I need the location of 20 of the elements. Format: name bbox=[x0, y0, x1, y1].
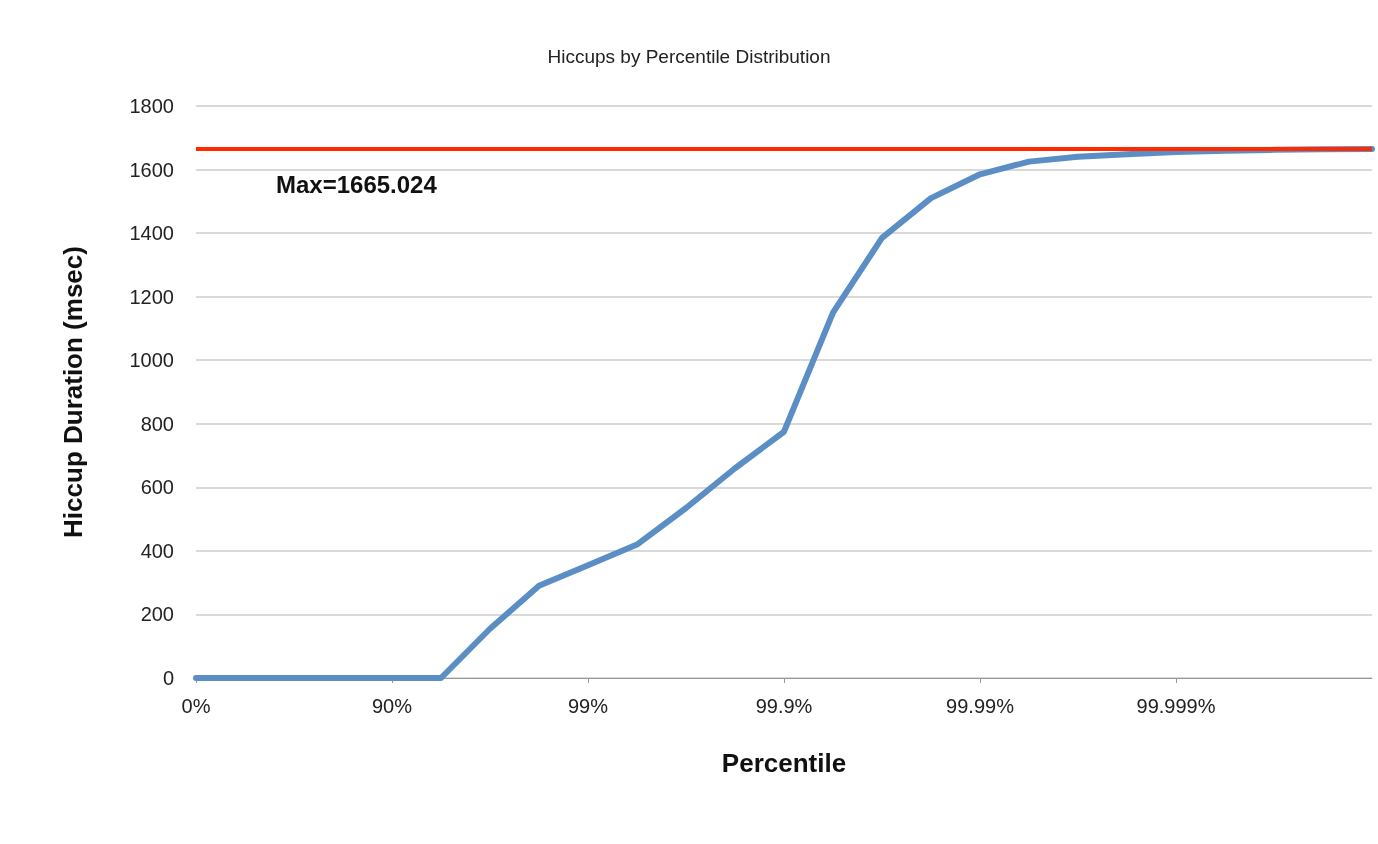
y-tick-label: 600 bbox=[140, 476, 174, 499]
x-tick-label: 99.999% bbox=[1136, 695, 1216, 717]
y-tick-label: 0 bbox=[162, 667, 174, 689]
y-axis-title: Hiccup Duration (msec) bbox=[58, 246, 88, 538]
x-tick-label: 0% bbox=[181, 695, 211, 717]
y-tick-label: 1800 bbox=[129, 95, 174, 117]
y-tick-label: 400 bbox=[140, 539, 174, 562]
x-tick-label: 90% bbox=[371, 695, 413, 717]
y-tick-label: 1400 bbox=[129, 222, 174, 245]
x-tick-label: 99.9% bbox=[755, 695, 813, 717]
y-tick-label: 1000 bbox=[129, 349, 174, 372]
y-tick-label: 1600 bbox=[129, 158, 174, 181]
x-tick-label: 99.99% bbox=[946, 695, 1015, 717]
y-tick-label: 800 bbox=[140, 412, 174, 435]
chart-title: Hiccups by Percentile Distribution bbox=[547, 46, 831, 67]
x-tick-label: 99% bbox=[567, 695, 609, 717]
y-tick-label: 200 bbox=[140, 603, 174, 626]
y-tick-label: 1200 bbox=[129, 285, 174, 308]
x-axis-title: Percentile bbox=[721, 748, 847, 778]
ref-line-label: Max=1665.024 bbox=[276, 171, 438, 199]
